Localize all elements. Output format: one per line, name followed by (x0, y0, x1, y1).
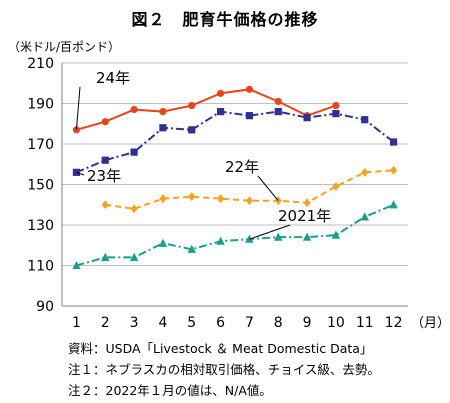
chart-notes: 資料：USDA「Livestock ＆ Meat Domestic Data」 … (68, 338, 380, 401)
source-note: 資料：USDA「Livestock ＆ Meat Domestic Data」 (68, 341, 373, 356)
data-point (101, 200, 109, 210)
x-tick-label: 6 (216, 315, 225, 331)
data-point (188, 192, 196, 202)
y-tick-label: 210 (27, 56, 54, 72)
x-tick-label: 8 (274, 315, 283, 331)
x-tick-label: 10 (327, 315, 345, 331)
series-label: 22年 (225, 158, 259, 176)
data-point (245, 196, 254, 206)
series-label: 23年 (87, 167, 121, 185)
data-point (331, 230, 341, 239)
data-point (130, 105, 138, 114)
data-point (72, 260, 81, 270)
data-point (332, 101, 340, 110)
data-point (245, 85, 254, 93)
data-point (389, 138, 398, 146)
y-tick-label: 190 (27, 97, 54, 113)
data-point (245, 112, 254, 120)
data-point (332, 182, 340, 191)
data-point (159, 194, 167, 204)
x-tick-label: 5 (187, 315, 196, 331)
x-axis-unit: （月） (411, 316, 450, 331)
data-point (101, 156, 109, 164)
data-point (274, 97, 282, 106)
data-point (302, 232, 312, 241)
y-tick-label: 170 (27, 137, 54, 153)
series-line (76, 88, 337, 131)
x-tick-label: 3 (130, 315, 139, 331)
data-point (274, 108, 282, 116)
data-point (303, 198, 311, 208)
data-point (101, 118, 109, 126)
label-leader-line (257, 175, 279, 202)
y-tick-label: 150 (27, 178, 54, 194)
y-tick-label: 110 (27, 259, 54, 275)
data-point (361, 167, 369, 177)
data-point (188, 126, 196, 134)
x-tick-label: 12 (385, 315, 403, 331)
data-point (159, 124, 167, 132)
series-label: 24年 (96, 69, 130, 87)
data-point (188, 101, 196, 110)
data-point (360, 212, 369, 221)
y-axis-unit: （米ドル/百ポンド） (8, 40, 121, 54)
x-tick-label: 4 (158, 315, 167, 331)
data-point (332, 110, 340, 118)
data-point (303, 114, 311, 122)
data-point (216, 236, 225, 245)
x-tick-label: 1 (72, 315, 81, 331)
chart-title: 図２ 肥育牛価格の推移 (131, 10, 319, 29)
data-point (216, 89, 225, 97)
label-leader-line (76, 171, 85, 176)
data-point (274, 232, 283, 241)
data-point (216, 108, 225, 116)
data-point (216, 194, 225, 204)
label-leader-line (75, 86, 81, 130)
data-point (361, 116, 369, 124)
x-tick-label: 9 (303, 315, 312, 331)
x-tick-label: 11 (356, 315, 374, 331)
data-point (159, 108, 167, 116)
y-tick-label: 90 (36, 299, 54, 315)
x-tick-label: 2 (101, 315, 110, 331)
data-point (130, 148, 138, 156)
note-1: 注１：ネブラスカの相対取引価格、チョイス級、去勢。 (68, 362, 380, 377)
x-tick-label: 7 (245, 315, 254, 331)
note-2: 注２：2022年１月の値は、N/A値。 (68, 383, 272, 398)
series-label: 2021年 (278, 207, 331, 225)
data-point (389, 165, 398, 175)
data-point (130, 204, 138, 214)
data-point (101, 252, 110, 261)
y-tick-label: 130 (27, 218, 54, 234)
series-line (76, 203, 394, 267)
series-line (76, 110, 395, 174)
data-point (129, 252, 139, 261)
data-point (158, 238, 168, 247)
label-leader-line (249, 224, 291, 240)
data-point (187, 244, 196, 253)
data-point (389, 200, 398, 209)
